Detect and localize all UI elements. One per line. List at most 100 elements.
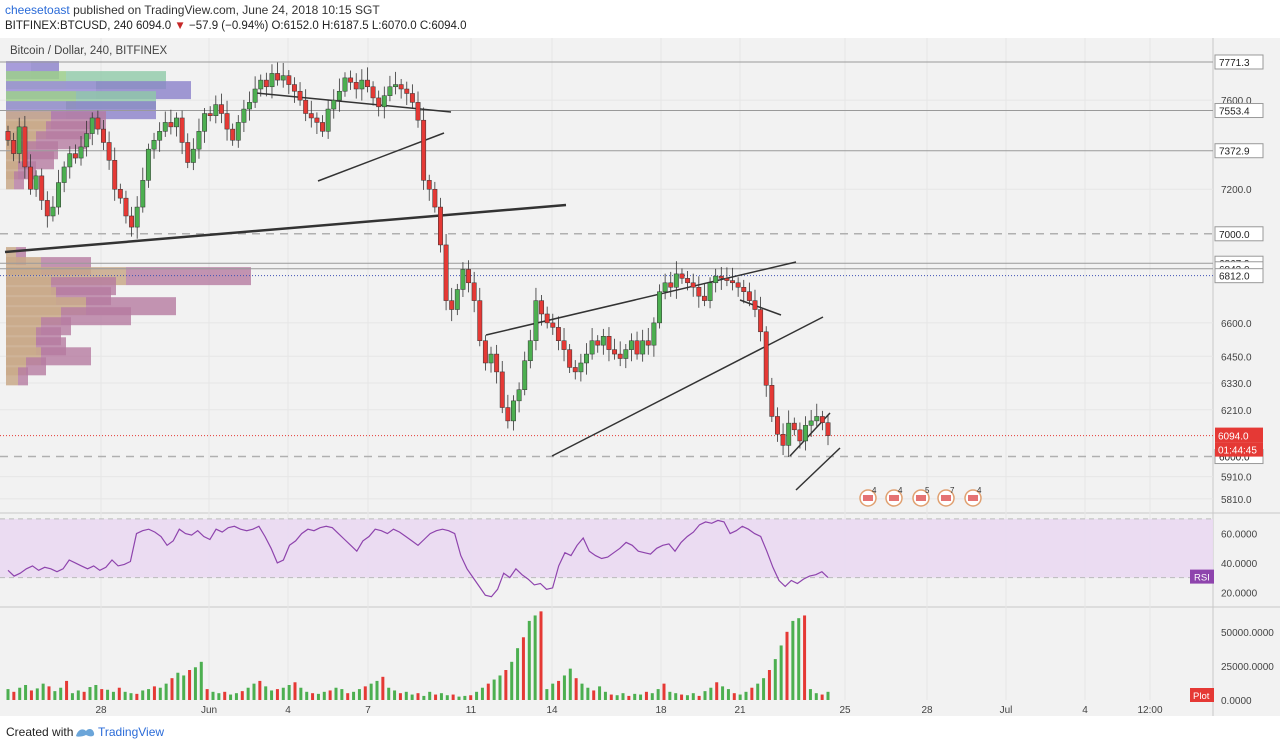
volume-bar: [47, 686, 51, 700]
event-markers[interactable]: 4 4 5 7 4: [859, 486, 982, 507]
price-line-label: 7372.9: [1219, 147, 1250, 158]
volume-bar: [592, 690, 596, 700]
event-flag-icon: [941, 495, 951, 501]
volume-bar: [457, 696, 461, 700]
up-candle: [213, 104, 219, 116]
volume-bar: [117, 687, 121, 700]
down-candle: [791, 422, 797, 431]
chart-area[interactable]: 7600.0 7200.0 6600.0 6450.0 6330.0 6210.0 5910…: [0, 38, 1280, 716]
ohlc-values: O:6152.0 H:6187.5 L:6070.0 C:6094.0: [271, 20, 467, 32]
volume-bar: [82, 691, 86, 700]
up-candle: [578, 362, 584, 373]
y-tick-label: 7200.0: [1221, 185, 1252, 196]
down-candle: [185, 142, 191, 163]
author-link[interactable]: cheesetoast: [5, 3, 70, 17]
volume-bar: [475, 691, 479, 700]
up-candle: [460, 269, 466, 290]
up-candle: [707, 282, 713, 301]
volume-bar: [791, 620, 795, 700]
last-price-tag: [1215, 427, 1263, 443]
volume-bar: [428, 691, 432, 700]
up-candle: [61, 166, 67, 183]
up-candle: [651, 322, 657, 346]
event-count: 4: [898, 486, 903, 495]
down-candle: [5, 131, 11, 141]
price-axis[interactable]: 7600.0 7200.0 6600.0 6450.0 6330.0 6210.0 5910…: [1190, 54, 1274, 707]
rsi-tick-label: 60.0000: [1221, 530, 1258, 541]
volume-bar: [106, 689, 110, 700]
volume-bar: [598, 686, 602, 700]
volume-bar: [451, 694, 455, 700]
up-candle: [589, 340, 595, 355]
down-candle: [95, 117, 101, 130]
volume-bar: [668, 691, 672, 700]
up-candle: [241, 108, 247, 123]
publish-line: cheesetoast published on TradingView.com…: [5, 3, 380, 17]
down-arrow-icon: ▼: [174, 20, 186, 32]
tradingview-logo-icon: [76, 728, 95, 737]
countdown-label: 01:44:45: [1218, 446, 1257, 457]
chart-canvas[interactable]: 7600.0 7200.0 6600.0 6450.0 6330.0 6210.0 5910…: [0, 38, 1280, 716]
volume-bar: [363, 686, 367, 700]
time-axis[interactable]: 28 Jun 4 7 11 14 18 21 25 28 Jul 4 12:00: [95, 705, 1163, 716]
volume-bar: [152, 686, 156, 700]
volume-bar: [76, 690, 80, 700]
up-candle: [134, 206, 140, 228]
volume-bar: [486, 683, 490, 700]
symbol-name: BITFINEX:BTCUSD, 240: [5, 20, 133, 32]
price-line-label: 7771.3: [1219, 58, 1250, 69]
up-candle: [393, 84, 398, 88]
volume-bar: [53, 691, 57, 700]
up-candle: [381, 95, 387, 108]
volume-bar: [732, 693, 736, 700]
down-candle: [443, 244, 449, 301]
event-flag-icon: [863, 495, 873, 501]
down-candle: [129, 215, 135, 228]
volume-bar: [510, 661, 514, 700]
down-candle: [106, 142, 112, 161]
up-candle: [269, 73, 275, 88]
y-tick-label: 5910.0: [1221, 473, 1252, 484]
down-candle: [11, 139, 17, 154]
down-candle: [471, 282, 477, 301]
down-candle: [775, 416, 780, 435]
event-count: 7: [950, 486, 955, 495]
volume-bar: [820, 694, 824, 700]
volume-bar: [12, 691, 16, 700]
volume-bar: [691, 693, 695, 700]
volume-bar: [141, 690, 145, 700]
rsi-line: [7, 519, 829, 598]
price-change: −57.9 (−0.94%): [189, 20, 269, 32]
volume-bar: [387, 687, 391, 700]
volume-bar: [88, 687, 92, 700]
volume-bar: [205, 689, 209, 700]
down-candle: [494, 353, 500, 373]
price-lines: [0, 61, 1213, 458]
volume-bar: [674, 693, 678, 700]
down-candle: [690, 282, 696, 288]
up-candle: [174, 117, 179, 128]
volume-bar: [193, 667, 197, 700]
chart-header: cheesetoast published on TradingView.com…: [0, 0, 1280, 38]
y-tick-label: 6210.0: [1221, 406, 1252, 417]
up-candle: [511, 400, 516, 422]
volume-bar: [410, 694, 414, 700]
volume-bar: [621, 693, 625, 700]
x-tick-label: 21: [734, 705, 746, 716]
down-candle: [263, 79, 269, 88]
trendline: [795, 447, 841, 491]
volume-bar: [123, 691, 127, 700]
volume-bar: [334, 687, 338, 700]
down-candle: [595, 340, 601, 346]
price-line-tag: [1214, 143, 1264, 159]
volume-bar: [422, 695, 426, 700]
x-tick-label: 18: [655, 705, 667, 716]
volume-bar: [492, 679, 496, 700]
trendline: [551, 316, 824, 457]
volume-bar: [416, 693, 420, 700]
down-candle: [752, 300, 758, 310]
tradingview-link[interactable]: TradingView: [98, 725, 165, 739]
volume-bar: [445, 695, 449, 700]
down-candle: [353, 82, 359, 90]
up-candle: [584, 353, 589, 364]
